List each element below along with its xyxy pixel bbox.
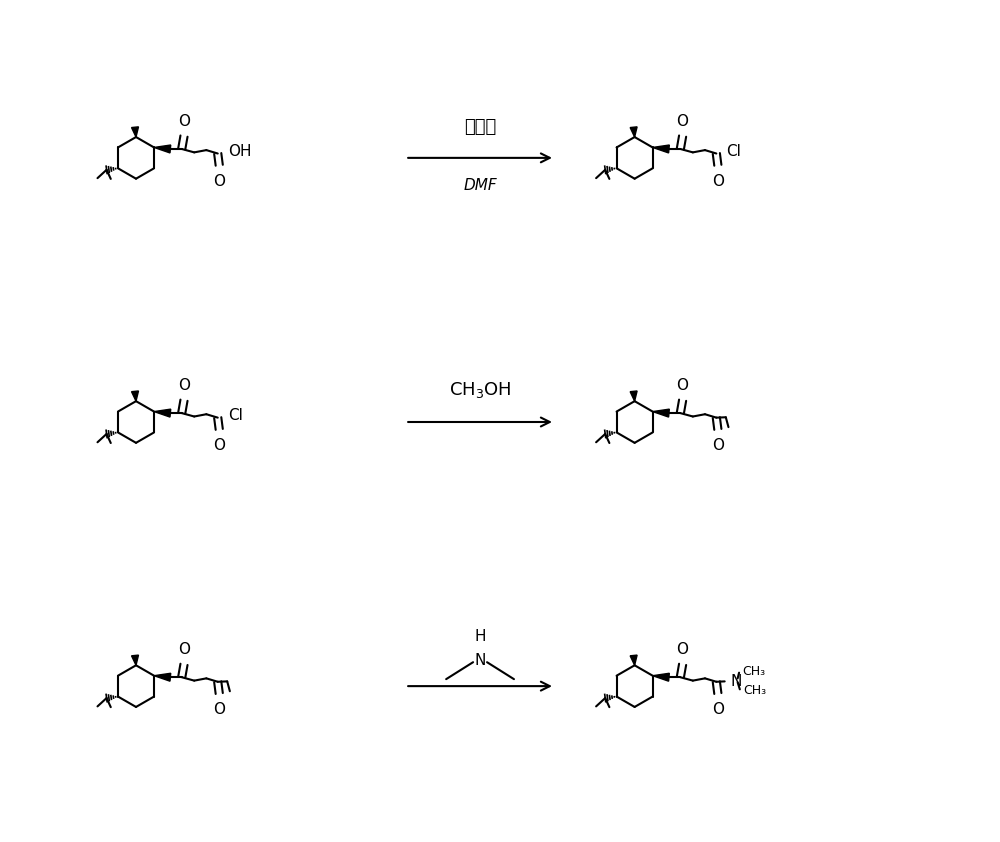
Text: Cl: Cl [228,408,243,424]
Text: Cl: Cl [726,144,741,159]
Polygon shape [154,409,171,417]
Text: O: O [712,174,724,189]
Polygon shape [630,655,637,665]
Text: O: O [213,702,225,717]
Text: OH: OH [228,144,251,159]
Polygon shape [154,145,171,153]
Polygon shape [653,409,669,417]
Text: O: O [213,174,225,189]
Text: O: O [712,702,724,717]
Text: CH$_3$OH: CH$_3$OH [449,380,511,400]
Polygon shape [653,674,669,681]
Text: H: H [474,629,486,644]
Text: N: N [474,653,486,668]
Polygon shape [630,391,637,401]
Polygon shape [154,674,171,681]
Text: O: O [677,115,689,129]
Text: CH₃: CH₃ [742,665,765,678]
Text: O: O [677,378,689,393]
Text: O: O [213,439,225,453]
Text: DMF: DMF [463,178,497,193]
Polygon shape [630,127,637,137]
Text: N: N [731,674,742,689]
Text: O: O [178,115,190,129]
Polygon shape [132,655,138,665]
Text: O: O [677,642,689,658]
Polygon shape [132,127,138,137]
Text: O: O [178,642,190,658]
Polygon shape [132,391,138,401]
Text: O: O [712,439,724,453]
Polygon shape [653,145,669,153]
Text: O: O [178,378,190,393]
Text: 三光气: 三光气 [464,118,496,136]
Text: CH₃: CH₃ [743,684,766,697]
